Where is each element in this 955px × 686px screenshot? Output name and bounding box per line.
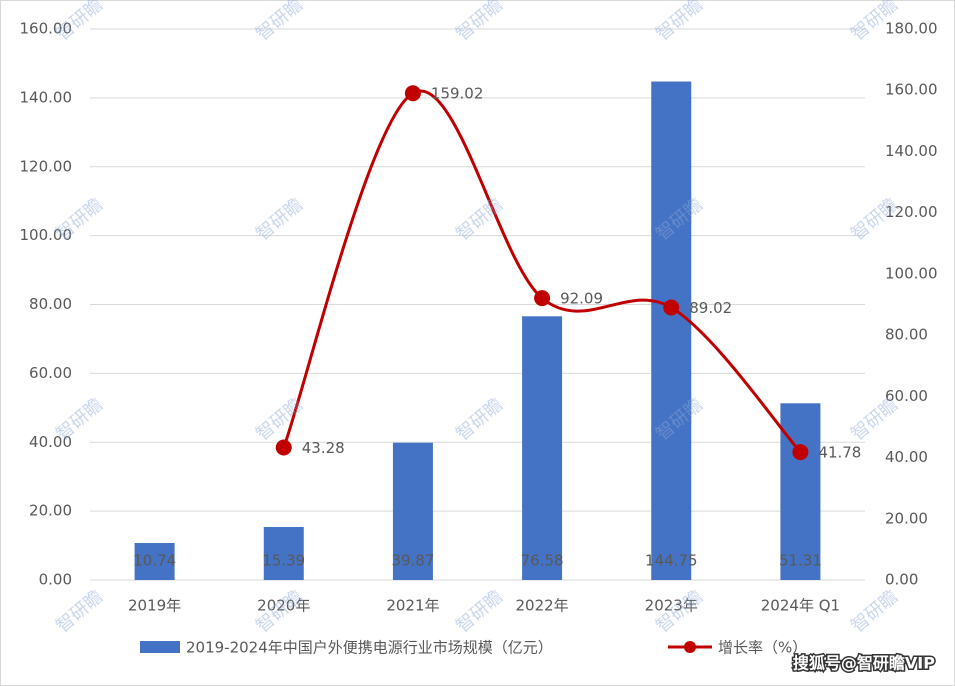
line-value-label: 159.02 <box>431 85 484 103</box>
y-tick-label: 0.00 <box>39 571 72 589</box>
y2-tick-label: 80.00 <box>885 326 928 344</box>
x-tick-label: 2020年 <box>257 597 310 615</box>
y2-tick-label: 0.00 <box>885 571 918 589</box>
legend-label: 2019-2024年中国户外便携电源行业市场规模（亿元） <box>186 639 553 657</box>
x-tick-label: 2024年 Q1 <box>761 597 840 615</box>
line-value-label: 41.78 <box>818 444 861 462</box>
y-tick-label: 140.00 <box>20 88 73 106</box>
x-tick-label: 2021年 <box>386 597 439 615</box>
legend-swatch <box>140 641 180 653</box>
y2-tick-label: 60.00 <box>885 387 928 405</box>
line-point <box>792 444 809 461</box>
x-tick-label: 2022年 <box>515 597 568 615</box>
y2-tick-label: 20.00 <box>885 509 928 527</box>
bar <box>651 81 692 581</box>
bar <box>780 403 821 580</box>
y-tick-label: 40.00 <box>29 433 72 451</box>
line-value-label: 89.02 <box>689 299 732 317</box>
y2-tick-label: 40.00 <box>885 448 928 466</box>
legend-label: 增长率（%） <box>718 639 807 657</box>
line-point <box>663 299 680 316</box>
line-point <box>404 85 421 102</box>
y2-tick-label: 140.00 <box>885 142 938 160</box>
x-tick-label: 2023年 <box>645 597 698 615</box>
line-point <box>275 439 292 456</box>
y-tick-label: 80.00 <box>29 295 72 313</box>
line-value-label: 92.09 <box>560 290 603 308</box>
y-tick-label: 120.00 <box>20 157 73 175</box>
bar-value-label: 10.74 <box>133 552 176 570</box>
bar-value-label: 39.87 <box>391 552 434 570</box>
bar-value-label: 51.31 <box>779 552 822 570</box>
credit: 搜狐号@智研瞻VIP <box>793 654 935 673</box>
y-tick-label: 60.00 <box>29 364 72 382</box>
y2-tick-label: 160.00 <box>885 81 938 99</box>
bar <box>522 316 563 580</box>
bar-value-label: 144.75 <box>645 552 698 570</box>
bar-value-label: 15.39 <box>262 552 305 570</box>
bar <box>392 442 433 580</box>
y2-tick-label: 120.00 <box>885 203 938 221</box>
legend-swatch <box>684 641 696 653</box>
y-tick-label: 100.00 <box>20 226 73 244</box>
y2-tick-label: 180.00 <box>885 20 938 38</box>
x-tick-label: 2019年 <box>128 597 181 615</box>
line <box>282 89 802 454</box>
bar-value-label: 76.58 <box>521 552 564 570</box>
y-tick-label: 20.00 <box>29 502 72 520</box>
line-value-label: 43.28 <box>302 439 345 457</box>
bar <box>134 543 175 580</box>
bar <box>263 527 304 580</box>
y-tick-label: 160.00 <box>20 20 73 38</box>
y2-tick-label: 100.00 <box>885 264 938 282</box>
line-point <box>534 290 551 307</box>
